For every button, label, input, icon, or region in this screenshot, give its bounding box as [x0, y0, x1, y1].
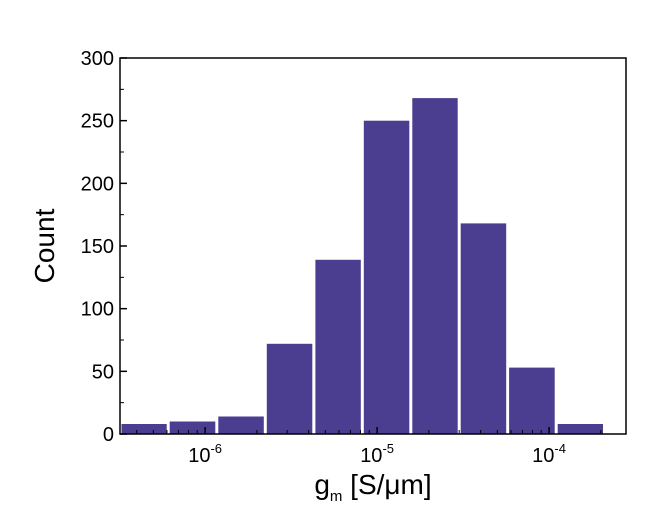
y-tick-label: 200: [81, 173, 114, 195]
y-axis-title: Count: [29, 208, 60, 283]
histogram-bar-2: [169, 421, 216, 434]
y-tick-label: 150: [81, 236, 114, 258]
histogram-bar-10: [557, 424, 603, 434]
y-tick-label: 0: [103, 424, 114, 446]
histogram-bar-3: [218, 416, 264, 434]
y-tick-label: 300: [81, 48, 114, 70]
x-axis-title: gm [S/μm]: [314, 469, 431, 505]
x-tick-label: 10-6: [188, 441, 222, 467]
x-tick-label: 10-4: [532, 441, 566, 467]
histogram-bar-1: [121, 424, 167, 434]
histogram-bar-8: [460, 223, 507, 434]
histogram-bar-6: [363, 120, 410, 434]
y-tick-label: 50: [92, 361, 114, 383]
x-axis-title-subscript: m: [330, 488, 343, 505]
x-axis-title-units: [S/μm]: [342, 469, 431, 500]
y-axis: 0 50 100 150 200 250 300: [81, 48, 127, 446]
histogram-bar-7: [412, 98, 458, 434]
histogram-bar-4: [266, 343, 313, 434]
histogram-bar-9: [509, 367, 555, 434]
x-axis: 10-6 10-5 10-4: [136, 427, 602, 467]
x-axis-title-main: g: [314, 469, 330, 500]
bars-group: [121, 98, 603, 434]
histogram-bar-5: [315, 259, 361, 434]
x-tick-label: 10-5: [360, 441, 394, 467]
y-tick-label: 250: [81, 111, 114, 133]
y-tick-label: 100: [81, 299, 114, 321]
